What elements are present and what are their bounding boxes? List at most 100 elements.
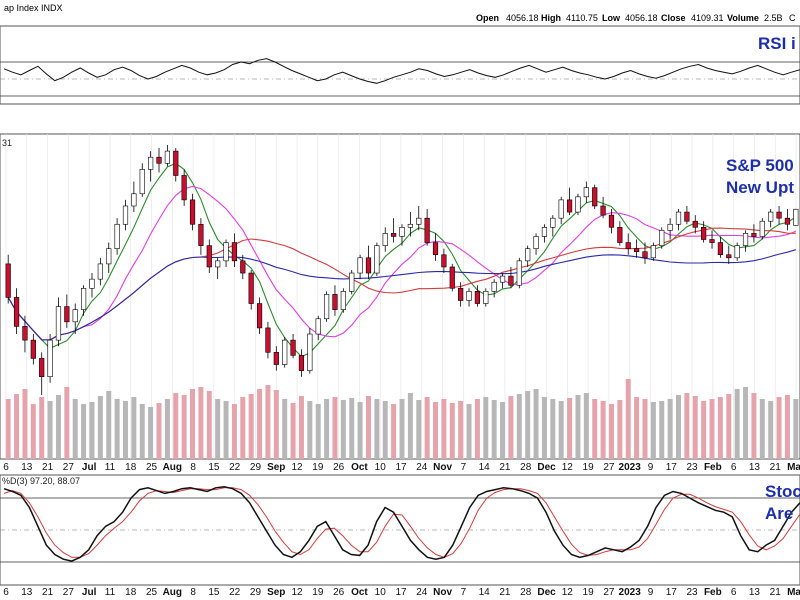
x-axis-tick-label: 12	[291, 587, 303, 598]
x-axis-tick-label: Nov	[433, 587, 452, 598]
volume-bar	[784, 395, 790, 459]
x-axis-tick-label: 8	[190, 587, 196, 598]
candle-up	[97, 263, 103, 280]
x-axis-tick-label: 17	[666, 462, 678, 473]
candle-down	[198, 223, 204, 246]
candle-down	[508, 275, 514, 286]
candle-up	[307, 333, 313, 371]
x-axis-tick-label: 12	[291, 462, 303, 473]
x-axis-tick-label: 7	[461, 587, 467, 598]
candle-down	[608, 214, 615, 228]
stochastic-label: %D(3) 97.20, 88.07	[2, 476, 80, 486]
x-axis-tick-label: 21	[42, 587, 54, 598]
candle-up	[72, 309, 78, 323]
high-label: High	[541, 13, 561, 23]
volume-bar	[508, 396, 514, 459]
candle-up	[675, 211, 682, 225]
candle-up	[768, 211, 774, 222]
open-value: 4056.18	[506, 13, 539, 23]
candle-up	[139, 169, 145, 195]
low-label: Low	[602, 13, 621, 23]
volume-bar	[449, 403, 455, 459]
x-axis-tick-label: 2023	[619, 462, 642, 473]
x-axis-tick-label: 8	[190, 462, 196, 473]
stochastic-series	[3, 486, 800, 562]
volume-bar	[349, 398, 355, 459]
volume-bar	[215, 399, 221, 459]
candle-up	[215, 260, 221, 268]
candle-up	[164, 150, 170, 164]
x-axis-tick-label: 21	[499, 587, 511, 598]
candle-up	[55, 306, 62, 341]
volume-bar	[5, 399, 11, 459]
candle-down	[332, 294, 338, 310]
x-axis-tick-label: 27	[603, 587, 615, 598]
volume-bar	[114, 399, 120, 459]
volume-bar	[592, 399, 598, 459]
candle-up	[667, 223, 673, 231]
x-axis-tick-label: 27	[63, 587, 75, 598]
volume-bar	[273, 390, 279, 459]
candle-down	[265, 327, 271, 353]
candle-up	[349, 272, 355, 292]
candle-up	[122, 205, 129, 225]
candle-down	[717, 242, 723, 256]
close-value: 4109.31	[691, 13, 724, 23]
x-axis-tick-label: Oct	[351, 462, 368, 473]
x-axis-tick-label: Mar	[787, 462, 800, 473]
candlesticks	[5, 145, 799, 395]
x-axis-tick-label: 23	[686, 587, 698, 598]
x-axis-tick-label: 29	[250, 462, 262, 473]
candle-down	[231, 242, 238, 262]
volume-bar	[47, 401, 53, 459]
x-axis-tick-label: 9	[648, 587, 654, 598]
x-axis-tick-label: Mar	[787, 587, 800, 598]
stochastic-panel	[0, 474, 800, 586]
high-value: 4110.75	[566, 13, 598, 23]
volume-bar	[72, 399, 78, 459]
candle-up	[483, 291, 489, 304]
rsi-annotation: RSI i	[758, 34, 796, 53]
volume-bar	[340, 400, 346, 459]
volume-bar	[97, 396, 103, 459]
volume-bar	[558, 401, 564, 459]
volume-bar	[122, 401, 128, 459]
candle-down	[441, 254, 447, 268]
volume-bar	[374, 399, 380, 459]
volume-bar	[399, 399, 405, 459]
x-axis-tick-label: 13	[749, 587, 761, 598]
volume-bar	[776, 397, 782, 459]
volume-bar	[382, 401, 388, 459]
x-axis-tick-label: 19	[583, 587, 595, 598]
candle-up	[399, 227, 405, 237]
volume-bar	[483, 397, 489, 459]
candle-up	[357, 257, 363, 274]
candle-down	[365, 257, 372, 274]
volume-bar	[617, 400, 623, 459]
candle-up	[533, 236, 539, 249]
candle-up	[106, 248, 112, 265]
candle-down	[240, 260, 246, 274]
volume-bar	[416, 400, 422, 459]
candle-up	[81, 287, 87, 310]
ma-long-line	[7, 249, 796, 341]
candle-up	[742, 233, 749, 246]
x-axis-tick-label: Dec	[537, 462, 556, 473]
rsi-series	[3, 58, 800, 84]
x-axis-tick-label: 25	[146, 462, 158, 473]
candle-up	[525, 248, 531, 262]
x-axis-tick-label: 6	[3, 587, 9, 598]
candle-down	[248, 272, 254, 304]
candle-down	[22, 326, 28, 341]
x-axis-tick-label: Feb	[704, 462, 722, 473]
volume-bars	[5, 379, 799, 459]
volume-bar	[424, 397, 430, 459]
volume-bar	[541, 397, 547, 459]
volume-bar	[223, 401, 229, 459]
x-axis-tick-label: 18	[125, 462, 137, 473]
volume-bar	[709, 399, 715, 459]
x-axis-tick-label: 21	[770, 587, 782, 598]
volume-bar	[206, 391, 212, 459]
candle-up	[323, 294, 330, 320]
x-axis-tick-label: 21	[499, 462, 511, 473]
